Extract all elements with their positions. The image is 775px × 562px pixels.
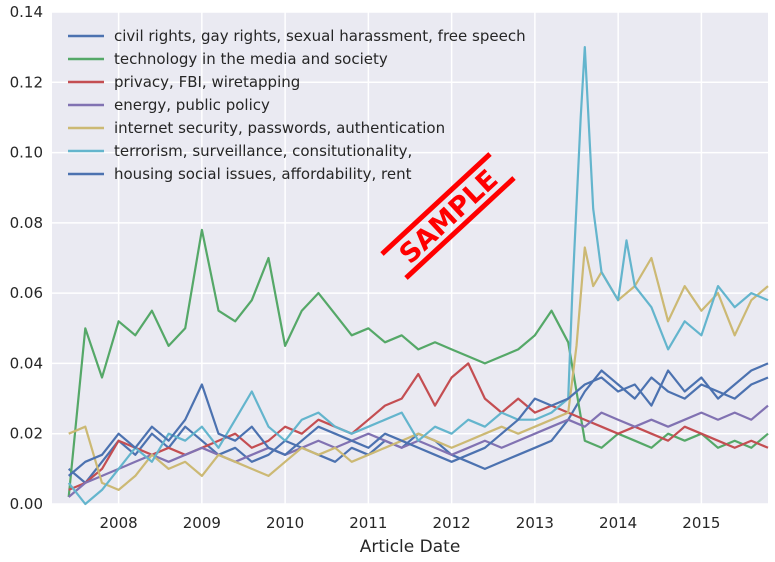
y-tick-label: 0.06: [10, 284, 43, 302]
x-tick-label: 2010: [266, 514, 304, 532]
x-tick-label: 2008: [100, 514, 138, 532]
series-line-6: [67, 45, 769, 506]
y-tick-label: 0.04: [10, 354, 43, 372]
legend-label-3: privacy, FBI, wiretapping: [114, 73, 300, 91]
y-tick-labels: 0.00 0.02 0.04 0.06 0.08 0.10 0.12 0.14: [10, 3, 43, 513]
legend-label-7: housing social issues, affordability, re…: [114, 165, 412, 183]
y-tick-label: 0.14: [10, 3, 43, 21]
y-tick-label: 0.10: [10, 144, 43, 162]
series-line-7: [67, 362, 769, 477]
series-line-5: [68, 246, 769, 491]
x-axis-label: Article Date: [360, 537, 461, 557]
x-tick-label: 2014: [599, 514, 637, 532]
x-tick-label: 2009: [183, 514, 221, 532]
y-tick-label: 0.00: [10, 495, 43, 513]
legend-label-6: terrorism, surveillance, consitutionalit…: [114, 142, 412, 160]
y-tick-label: 0.02: [10, 425, 43, 443]
x-tick-label: 2015: [682, 514, 720, 532]
legend: civil rights, gay rights, sexual harassm…: [68, 27, 526, 183]
series-layer: [67, 45, 769, 506]
x-tick-label: 2011: [349, 514, 387, 532]
x-tick-label: 2013: [516, 514, 554, 532]
x-tick-label: 2012: [433, 514, 471, 532]
x-gridlines: [117, 12, 703, 504]
legend-label-1: civil rights, gay rights, sexual harassm…: [114, 27, 526, 45]
y-tick-label: 0.12: [10, 73, 43, 91]
legend-label-2: technology in the media and society: [114, 50, 388, 68]
x-tick-labels: 2008 2009 2010 2011 2012 2013 2014 2015: [100, 514, 721, 532]
watermark-bar-bottom: [404, 176, 516, 280]
legend-label-4: energy, public policy: [114, 96, 270, 114]
y-tick-label: 0.08: [10, 214, 43, 232]
series-line-2: [67, 228, 769, 498]
watermark-bar-top: [380, 152, 492, 256]
legend-label-5: internet security, passwords, authentica…: [114, 119, 445, 137]
